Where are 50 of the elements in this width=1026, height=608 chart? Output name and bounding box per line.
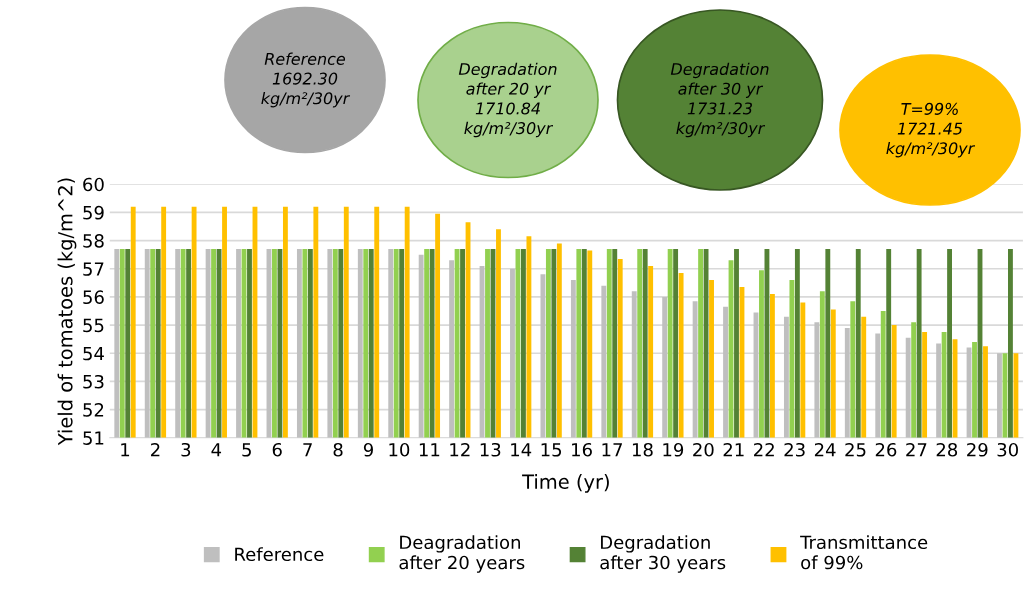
y-tick-label: 54 [83, 346, 104, 361]
legend-label: Deagradation after 20 years [399, 535, 525, 573]
x-tick-label: 17 [602, 443, 622, 457]
y-tick-label: 60 [83, 177, 104, 192]
x-tick-label: 9 [363, 442, 373, 457]
x-tick-label: 2 [151, 442, 160, 457]
x-tick-label: 25 [845, 442, 866, 457]
y-tick-label: 53 [83, 374, 104, 389]
x-tick-label: 6 [272, 442, 282, 457]
x-tick-label: 19 [663, 442, 684, 457]
x-tick-label: 11 [419, 443, 440, 457]
text: Degradation after 20 yr 1710.84 kg/m²/30yr [458, 62, 557, 138]
x-tick-label: 27 [906, 442, 927, 457]
y-tick-label: 55 [83, 318, 104, 333]
x-tick-label: 3 [181, 442, 191, 457]
x-tick-label: 13 [480, 442, 501, 457]
x-tick-label: 4 [211, 443, 222, 457]
y-tick-label: 57 [83, 262, 104, 276]
y-tick-label: 59 [83, 205, 104, 220]
x-tick-label: 10 [389, 442, 410, 457]
x-tick-label: 28 [936, 442, 958, 457]
x-tick-label: 15 [541, 443, 562, 457]
x-tick-label: 24 [814, 442, 836, 457]
text: Reference 1692.30 kg/m²/30yr [261, 52, 351, 108]
x-tick-label: 14 [511, 443, 532, 457]
x-tick-label: 16 [572, 442, 592, 457]
x-tick-label: 12 [450, 442, 470, 457]
y-tick-label: 58 [83, 234, 104, 248]
x-tick-label: 26 [875, 442, 897, 457]
x-axis-title: Time (yr) [522, 473, 609, 493]
x-tick-label: 20 [693, 442, 714, 457]
x-tick-label: 23 [784, 442, 805, 457]
legend-label: Degradation after 30 years [600, 535, 726, 573]
y-tick-label: 52 [83, 403, 104, 417]
x-tick-label: 30 [997, 442, 1018, 457]
x-tick-label: 18 [632, 442, 653, 457]
x-tick-label: 8 [333, 442, 343, 457]
text: Degradation after 30 yr 1731.23 kg/m²/30yr [670, 62, 769, 138]
text: T=99% 1721.45 kg/m²/30yr [886, 102, 976, 158]
x-tick-label: 7 [303, 443, 312, 457]
y-axis-title: Yield of tomatoes (kg/m^2) [57, 178, 77, 446]
x-tick-label: 5 [242, 443, 251, 457]
legend-label: Reference [235, 547, 324, 562]
x-tick-label: 22 [754, 442, 774, 457]
y-tick-label: 51 [83, 431, 104, 445]
x-tick-label: 21 [723, 442, 744, 457]
x-tick-label: 29 [967, 442, 988, 457]
legend-label: Transmittance of 99% [800, 535, 928, 570]
y-tick-label: 56 [83, 290, 104, 305]
x-tick-label: 1 [121, 443, 130, 457]
